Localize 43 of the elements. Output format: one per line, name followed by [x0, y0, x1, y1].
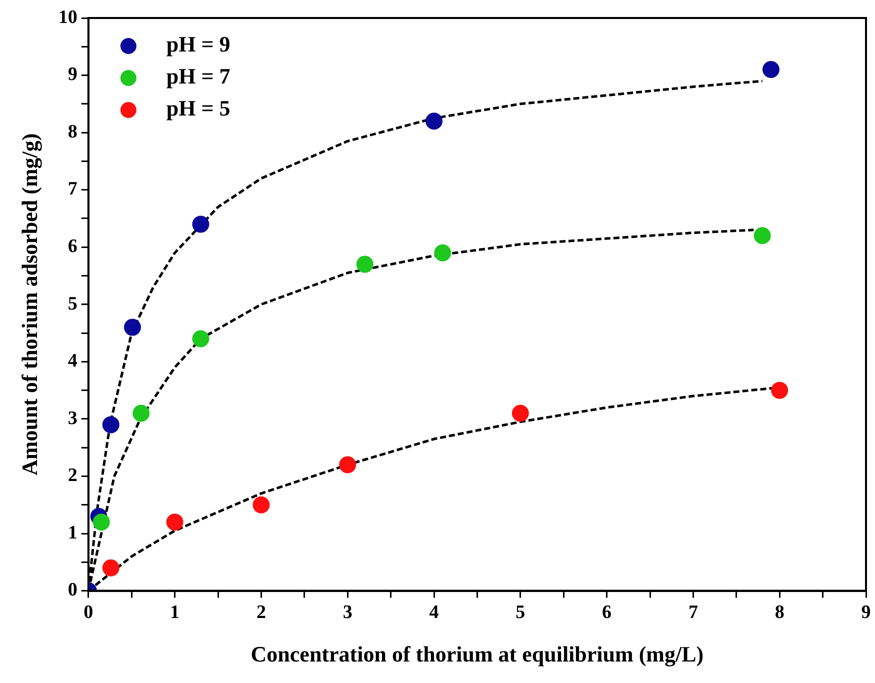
y-tick-label: 1 [68, 522, 78, 544]
point [762, 61, 780, 78]
point [192, 330, 210, 348]
y-tick-label: 4 [68, 350, 78, 372]
x-tick-label: 1 [170, 602, 180, 624]
x-tick-label: 3 [342, 602, 352, 624]
point [512, 404, 529, 422]
y-tick-label: 2 [68, 465, 78, 486]
y-tick-label: 9 [68, 64, 78, 86]
point [132, 404, 150, 422]
legend-label: pH = 9 [166, 32, 230, 57]
point [339, 456, 356, 474]
x-tick-label: 6 [602, 602, 612, 624]
y-tick-label: 0 [68, 580, 78, 601]
point [102, 416, 120, 434]
y-tick-label: 3 [68, 408, 78, 429]
y-tick-label: 10 [58, 6, 78, 28]
y-tick-label: 7 [68, 178, 78, 200]
point [92, 514, 110, 531]
x-tick-label: 2 [256, 602, 266, 624]
point [426, 112, 442, 130]
point [166, 514, 184, 531]
x-tick-label: 4 [429, 602, 440, 624]
point [771, 382, 788, 399]
x-tick-label: 0 [84, 602, 94, 624]
point [434, 244, 452, 262]
point [192, 216, 210, 233]
x-axis-title: Concentration of thorium at equilibrium (mg/L) [250, 641, 704, 666]
x-tick-label: 8 [774, 602, 784, 624]
point [124, 318, 141, 336]
point [356, 256, 374, 273]
y-tick-label: 8 [68, 121, 78, 142]
point [102, 559, 120, 576]
x-tick-label: 7 [688, 602, 698, 624]
legend-label: pH = 7 [166, 64, 230, 89]
x-tick-label: 5 [516, 602, 526, 624]
y-tick-label: 6 [68, 236, 78, 258]
legend-label: pH = 5 [166, 96, 230, 121]
x-tick-label: 9 [861, 602, 871, 624]
point [252, 496, 270, 514]
point [754, 227, 771, 244]
y-tick-label: 5 [68, 293, 78, 314]
y-axis-title: Amount of thorium adsorbed (mg/g) [16, 133, 42, 476]
